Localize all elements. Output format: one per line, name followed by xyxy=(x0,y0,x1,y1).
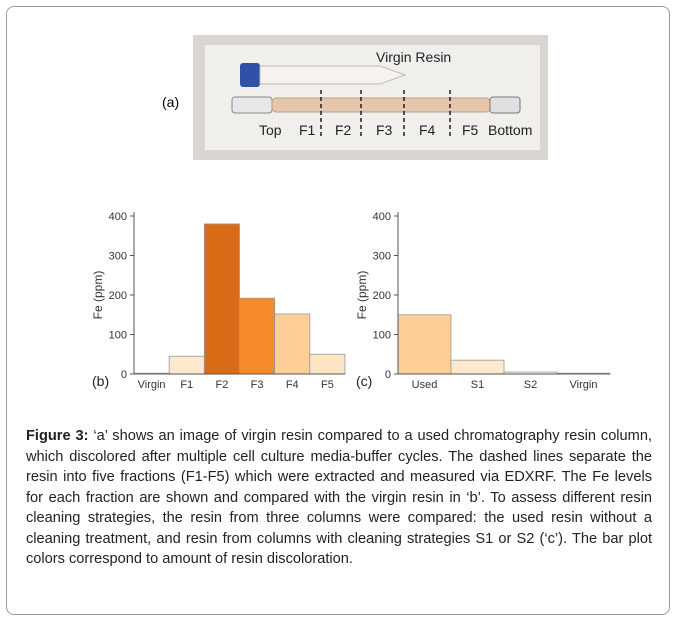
page: { "photo": { "panel_label": "(a)", "titl… xyxy=(0,0,676,621)
caption-text: ‘a’ shows an image of virgin resin compa… xyxy=(26,428,652,567)
bar xyxy=(169,356,204,374)
y-tick-label: 100 xyxy=(373,330,391,342)
caption-label: Figure 3: xyxy=(26,428,88,444)
bar xyxy=(204,224,239,374)
x-tick-label: Virgin xyxy=(570,379,598,391)
x-tick-label: F2 xyxy=(215,379,228,391)
column-end xyxy=(490,97,520,113)
column-resin xyxy=(272,98,490,112)
photo-label: F3 xyxy=(376,122,393,138)
photo-label: F5 xyxy=(462,122,479,138)
x-tick-label: F4 xyxy=(286,379,299,391)
x-tick-label: S1 xyxy=(471,379,484,391)
photo-label: Bottom xyxy=(488,122,532,138)
photo-label: Top xyxy=(259,122,282,138)
bar xyxy=(451,360,504,374)
y-axis-label: Fe (ppm) xyxy=(355,271,369,320)
x-tick-label: S2 xyxy=(524,379,537,391)
y-tick-label: 0 xyxy=(385,369,391,381)
caption: Figure 3: ‘a’ shows an image of virgin r… xyxy=(26,426,652,570)
x-tick-label: Used xyxy=(412,379,438,391)
x-tick-label: Virgin xyxy=(138,379,166,391)
y-tick-label: 100 xyxy=(109,330,127,342)
photo-label: F4 xyxy=(419,122,436,138)
y-tick-label: 400 xyxy=(109,211,127,223)
column-end xyxy=(232,97,272,113)
tube xyxy=(260,66,405,84)
y-tick-label: 200 xyxy=(109,290,127,302)
panel-label: (a) xyxy=(162,94,179,110)
panel-label: (c) xyxy=(356,373,372,389)
bar xyxy=(240,298,275,374)
y-axis-label: Fe (ppm) xyxy=(91,271,105,320)
y-tick-label: 300 xyxy=(373,251,391,263)
x-tick-label: F5 xyxy=(321,379,334,391)
y-tick-label: 200 xyxy=(373,290,391,302)
photo-label: F2 xyxy=(335,122,352,138)
x-tick-label: F3 xyxy=(251,379,264,391)
y-tick-label: 0 xyxy=(121,369,127,381)
bar xyxy=(398,315,451,374)
tube-cap xyxy=(240,63,260,87)
y-tick-label: 300 xyxy=(109,251,127,263)
photo-label: F1 xyxy=(299,122,316,138)
bar xyxy=(310,354,345,374)
y-tick-label: 400 xyxy=(373,211,391,223)
panel-label: (b) xyxy=(92,373,109,389)
x-tick-label: F1 xyxy=(180,379,193,391)
bar xyxy=(275,314,310,374)
photo-title: Virgin Resin xyxy=(376,49,451,65)
